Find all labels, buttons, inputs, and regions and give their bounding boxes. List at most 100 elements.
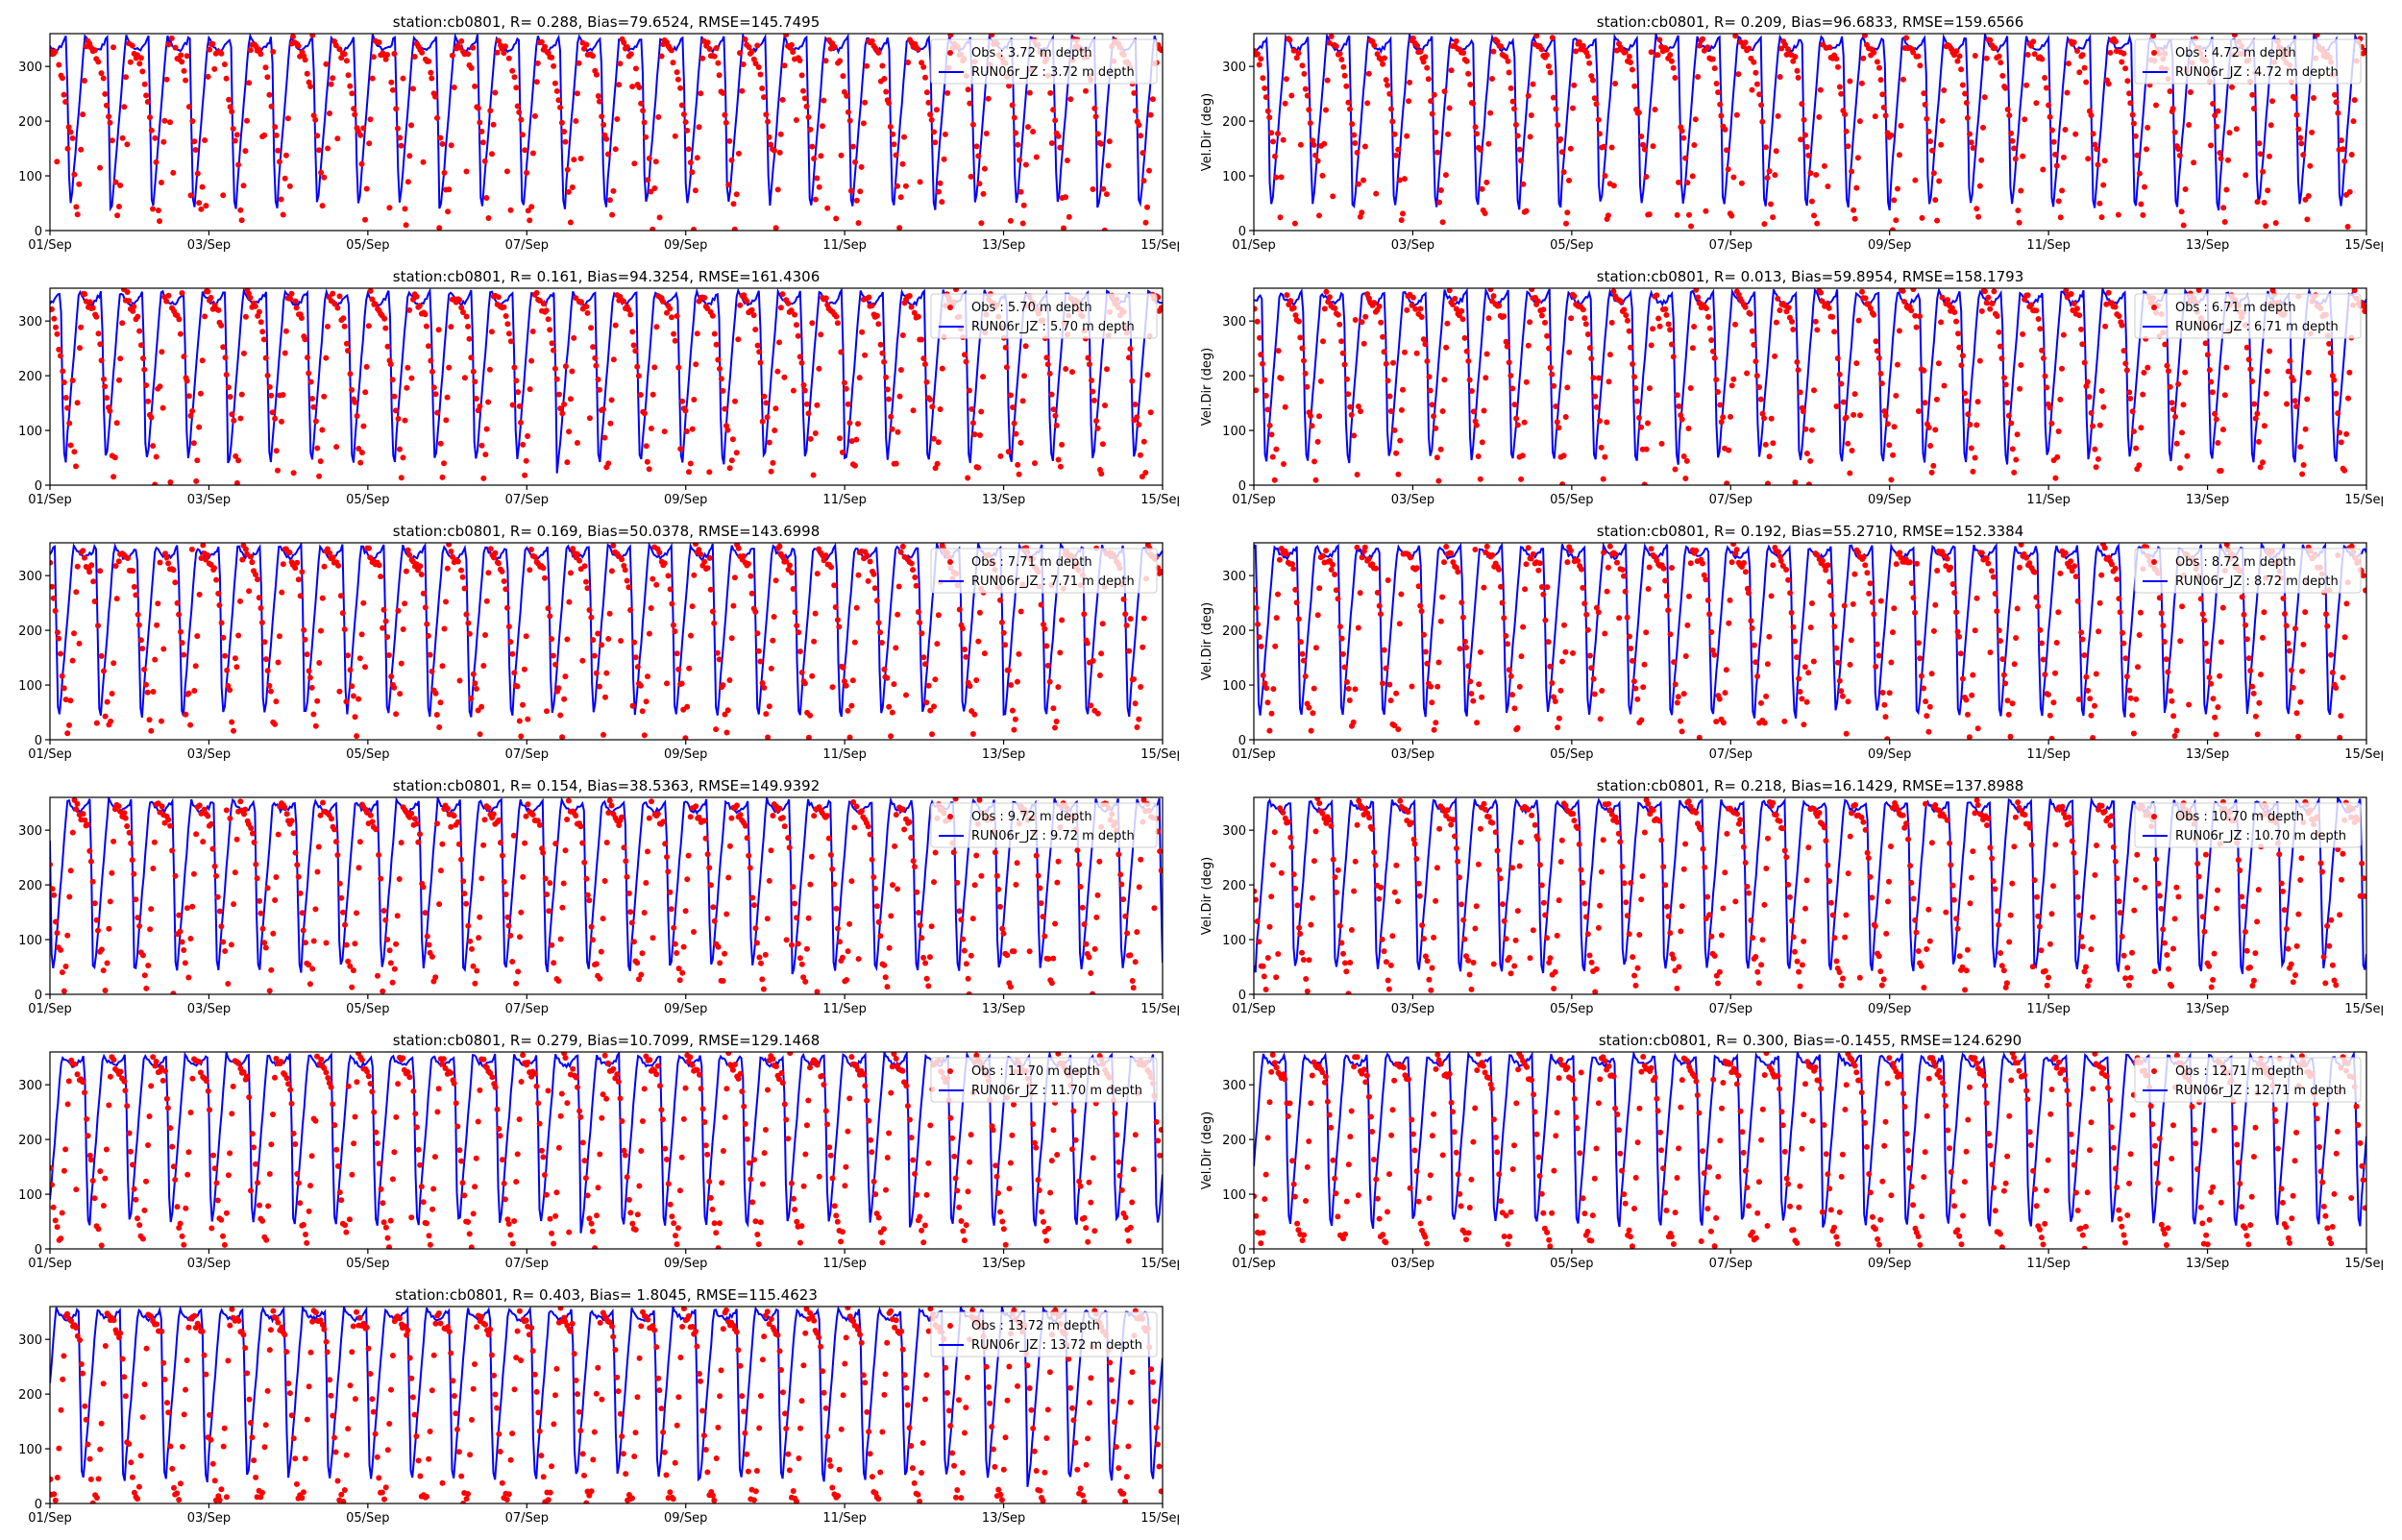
obs-point xyxy=(340,315,346,321)
obs-point xyxy=(1479,695,1484,700)
obs-point xyxy=(647,816,652,821)
obs-point xyxy=(1500,901,1506,907)
obs-point xyxy=(2011,470,2017,476)
obs-point xyxy=(152,135,158,141)
x-tick-label: 09/Sep xyxy=(1868,747,1911,762)
obs-point xyxy=(1656,37,1662,42)
obs-point xyxy=(1975,214,1981,220)
obs-point xyxy=(1765,175,1771,181)
obs-point xyxy=(2212,715,2218,721)
obs-point xyxy=(319,428,325,433)
obs-point xyxy=(452,813,457,819)
obs-point xyxy=(397,691,403,697)
obs-point xyxy=(2033,595,2039,600)
obs-point xyxy=(634,364,640,370)
legend-obs-marker xyxy=(947,559,953,565)
obs-point xyxy=(229,720,234,725)
obs-point xyxy=(415,840,421,845)
obs-point xyxy=(2159,610,2165,616)
obs-point xyxy=(1443,172,1449,178)
obs-point xyxy=(2258,672,2264,677)
obs-point xyxy=(301,627,306,633)
obs-point xyxy=(1860,56,1866,61)
obs-point xyxy=(1581,306,1586,312)
obs-point xyxy=(1917,655,1923,661)
obs-point xyxy=(2102,324,2108,330)
obs-point xyxy=(671,331,676,337)
obs-point xyxy=(261,940,267,945)
obs-point xyxy=(1763,694,1769,699)
obs-point xyxy=(972,431,978,437)
obs-point xyxy=(1553,107,1558,112)
obs-point xyxy=(1091,186,1096,192)
obs-point xyxy=(1482,408,1487,414)
obs-point xyxy=(1269,711,1275,717)
obs-point xyxy=(2299,472,2305,477)
obs-point xyxy=(1380,61,1385,67)
obs-point xyxy=(1058,464,1064,470)
obs-point xyxy=(436,901,442,907)
obs-point xyxy=(997,598,1003,603)
obs-point xyxy=(1672,75,1678,81)
obs-point xyxy=(1703,576,1708,582)
obs-point xyxy=(1395,472,1401,477)
obs-point xyxy=(1088,970,1093,976)
obs-point xyxy=(721,978,726,984)
obs-point xyxy=(520,702,526,708)
obs-point xyxy=(1980,125,1986,131)
obs-point xyxy=(970,916,976,921)
obs-point xyxy=(179,59,184,64)
obs-point xyxy=(1878,599,1884,604)
obs-point xyxy=(603,671,609,676)
obs-point xyxy=(605,152,611,158)
obs-point xyxy=(855,421,861,427)
obs-point xyxy=(1428,988,1434,993)
obs-point xyxy=(864,552,870,558)
obs-point xyxy=(647,631,652,637)
obs-point xyxy=(2268,122,2274,128)
obs-point xyxy=(56,636,61,642)
obs-point xyxy=(298,891,304,896)
obs-point xyxy=(61,989,67,994)
obs-point xyxy=(2122,360,2128,366)
obs-point xyxy=(1334,587,1339,593)
obs-point xyxy=(142,972,148,978)
obs-point xyxy=(906,819,912,825)
obs-point xyxy=(1100,621,1106,626)
obs-point xyxy=(2183,186,2189,192)
obs-point xyxy=(653,582,659,588)
obs-point xyxy=(1975,399,1981,404)
obs-point xyxy=(1141,439,1147,445)
obs-point xyxy=(2292,95,2297,101)
obs-point xyxy=(97,568,103,574)
obs-point xyxy=(1798,389,1803,395)
obs-point xyxy=(1982,94,1988,100)
obs-point xyxy=(919,337,924,343)
obs-point xyxy=(675,77,681,83)
obs-point xyxy=(63,395,69,401)
obs-point xyxy=(920,64,926,70)
obs-point xyxy=(241,351,247,356)
obs-point xyxy=(854,804,860,810)
obs-point xyxy=(1515,133,1521,138)
obs-point xyxy=(583,579,589,585)
obs-point xyxy=(776,339,782,345)
obs-point xyxy=(2085,688,2091,694)
obs-point xyxy=(1570,650,1576,656)
obs-point xyxy=(566,798,572,804)
obs-point xyxy=(898,550,904,555)
obs-point xyxy=(2042,672,2047,677)
obs-point xyxy=(1288,93,1294,99)
obs-point xyxy=(911,858,917,864)
obs-point xyxy=(1126,648,1132,654)
obs-point xyxy=(405,179,411,184)
obs-point xyxy=(834,314,840,320)
obs-point xyxy=(337,293,343,299)
obs-point xyxy=(1967,734,1973,740)
obs-point xyxy=(1679,417,1685,423)
obs-point xyxy=(1715,389,1721,395)
obs-point xyxy=(1761,221,1767,227)
obs-point xyxy=(823,295,829,301)
obs-point xyxy=(609,212,615,218)
obs-point xyxy=(603,136,609,142)
